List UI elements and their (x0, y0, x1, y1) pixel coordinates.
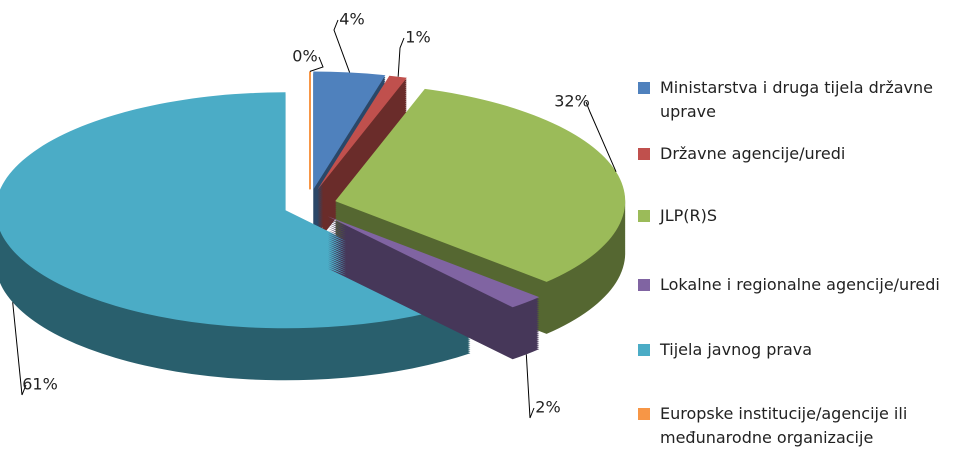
legend-item: Europske institucije/agencije ili međuna… (638, 402, 968, 450)
slice (335, 88, 626, 282)
leader-line (585, 101, 617, 172)
data-label: 32% (554, 92, 590, 111)
slice (313, 71, 386, 190)
leader-line (333, 19, 351, 73)
leader-line (397, 37, 405, 77)
legend-label: Europske institucije/agencije ili međuna… (660, 404, 908, 447)
data-label: 1% (405, 28, 430, 47)
data-label: 4% (339, 10, 364, 29)
legend-swatch (638, 344, 650, 356)
legend-item: JLP(R)S (638, 204, 717, 228)
leader-line (12, 302, 27, 396)
legend-item: Tijela javnog prava (638, 338, 812, 362)
legend-item: Lokalne i regionalne agencije/uredi (638, 273, 940, 297)
legend-item: Ministarstva i druga tijela državne upra… (638, 76, 968, 124)
legend-label: JLP(R)S (660, 206, 718, 225)
legend-label: Lokalne i regionalne agencije/uredi (660, 275, 940, 294)
legend-swatch (638, 408, 650, 420)
legend-label: Tijela javnog prava (660, 340, 813, 359)
data-label: 61% (22, 375, 58, 394)
leader-line (525, 354, 535, 419)
legend-label: Državne agencije/uredi (660, 144, 846, 163)
legend-item: Državne agencije/uredi (638, 142, 845, 166)
slice (327, 216, 540, 308)
slice (317, 75, 407, 191)
data-label: 0% (292, 47, 317, 66)
legend-swatch (638, 82, 650, 94)
legend-swatch (638, 210, 650, 222)
legend-label: Ministarstva i druga tijela državne upra… (660, 78, 933, 121)
legend-swatch (638, 279, 650, 291)
data-label: 2% (535, 398, 560, 417)
slice-side (327, 218, 540, 360)
leader-line (309, 56, 324, 72)
legend-swatch (638, 148, 650, 160)
